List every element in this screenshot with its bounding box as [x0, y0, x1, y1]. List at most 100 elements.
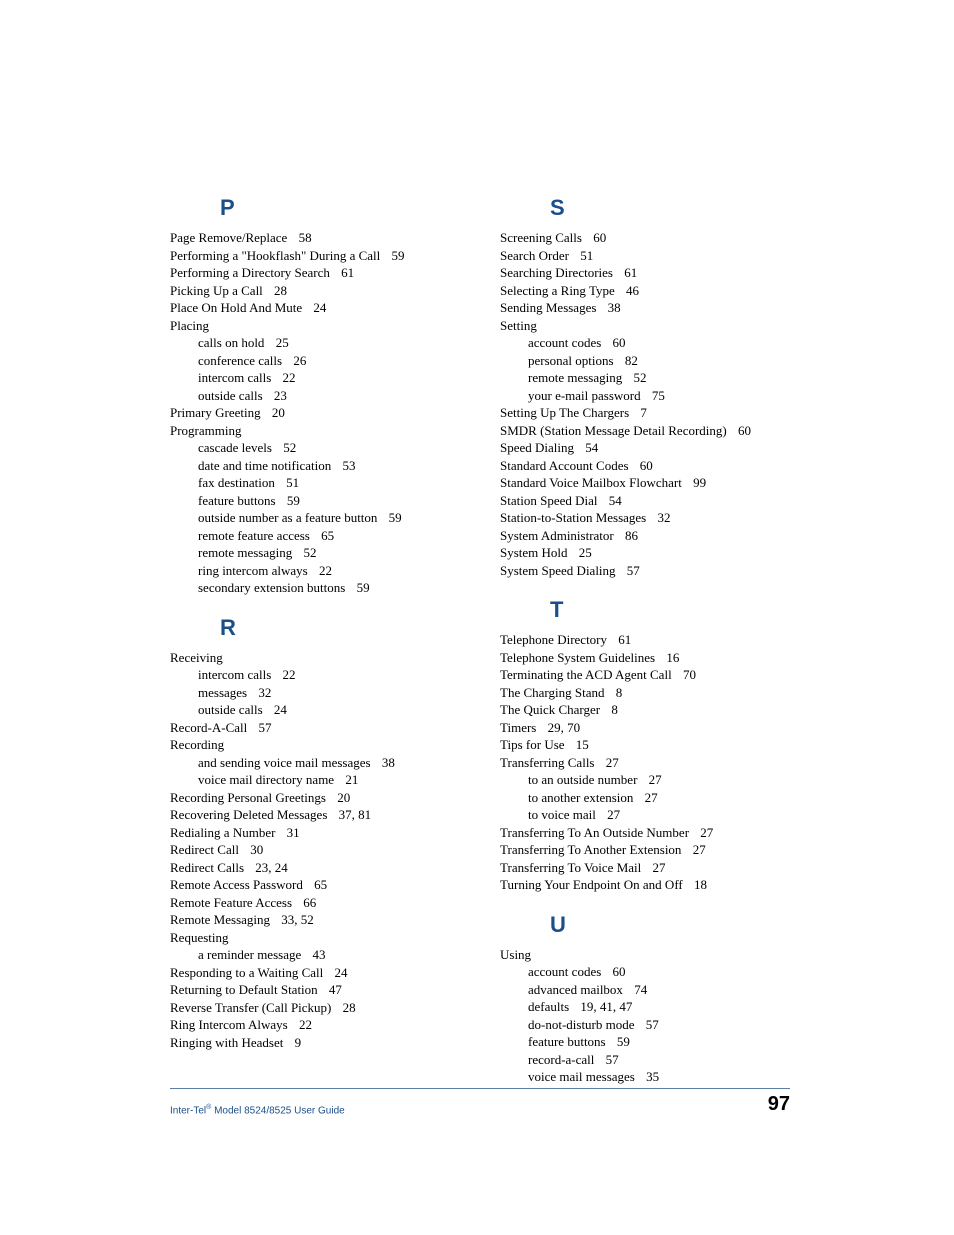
index-entry-text: remote messaging [198, 545, 292, 560]
index-entry-pages: 19, 41, 47 [569, 999, 632, 1014]
index-entry-pages: 61 [330, 265, 354, 280]
index-subentry: cascade levels 52 [170, 439, 460, 457]
index-entry-pages: 16 [655, 650, 679, 665]
index-entry-text: account codes [528, 964, 601, 979]
index-entry-text: Remote Feature Access [170, 895, 292, 910]
index-entry-pages: 20 [326, 790, 350, 805]
index-entry: Telephone System Guidelines 16 [500, 649, 790, 667]
index-entry-text: Redirect Call [170, 842, 239, 857]
index-entry-pages: 60 [601, 964, 625, 979]
index-entry: Place On Hold And Mute 24 [170, 299, 460, 317]
index-subentry: intercom calls 22 [170, 369, 460, 387]
index-entry-pages: 37, 81 [327, 807, 371, 822]
index-entry: Timers 29, 70 [500, 719, 790, 737]
index-entry-pages: 52 [622, 370, 646, 385]
index-entry-pages: 75 [641, 388, 665, 403]
index-entry-pages: 22 [271, 667, 295, 682]
index-entry-text: Transferring To An Outside Number [500, 825, 689, 840]
index-entry-pages: 46 [615, 283, 639, 298]
index-entry-pages: 27 [596, 807, 620, 822]
index-entry-pages: 27 [681, 842, 705, 857]
index-subentry: outside number as a feature button 59 [170, 509, 460, 527]
index-entry-pages: 57 [616, 563, 640, 578]
index-entry: Reverse Transfer (Call Pickup) 28 [170, 999, 460, 1017]
index-subentry: to an outside number 27 [500, 771, 790, 789]
index-entry-text: Remote Access Password [170, 877, 303, 892]
index-entry-pages: 18 [683, 877, 707, 892]
index-entry-pages: 52 [292, 545, 316, 560]
index-entry-text: remote messaging [528, 370, 622, 385]
index-entry: Transferring To An Outside Number 27 [500, 824, 790, 842]
index-entry-text: date and time notification [198, 458, 331, 473]
index-entry-text: cascade levels [198, 440, 272, 455]
index-subentry: to voice mail 27 [500, 806, 790, 824]
index-entry-pages: 60 [629, 458, 653, 473]
index-entry-text: feature buttons [528, 1034, 606, 1049]
index-entry-text: conference calls [198, 353, 282, 368]
index-entry-pages: 58 [287, 230, 311, 245]
index-entry-text: Screening Calls [500, 230, 582, 245]
index-entry-text: and sending voice mail messages [198, 755, 371, 770]
index-entry-pages: 26 [282, 353, 306, 368]
index-entry-pages: 59 [276, 493, 300, 508]
index-entry-pages: 33, 52 [270, 912, 314, 927]
index-subentry: advanced mailbox 74 [500, 981, 790, 999]
index-subentry: date and time notification 53 [170, 457, 460, 475]
index-entry: Sending Messages 38 [500, 299, 790, 317]
index-entry-pages: 27 [633, 790, 657, 805]
index-entry: Using [500, 946, 790, 964]
index-entry-text: personal options [528, 353, 614, 368]
index-entry: Responding to a Waiting Call 24 [170, 964, 460, 982]
index-subentry: remote messaging 52 [500, 369, 790, 387]
index-entry-text: Tips for Use [500, 737, 565, 752]
index-entry-pages: 59 [377, 510, 401, 525]
index-subentry: account codes 60 [500, 334, 790, 352]
index-entry-text: outside calls [198, 388, 263, 403]
index-entry-text: secondary extension buttons [198, 580, 345, 595]
index-entry-text: remote feature access [198, 528, 310, 543]
index-entry-text: voice mail directory name [198, 772, 334, 787]
index-letter-heading: T [550, 597, 790, 623]
index-subentry: remote messaging 52 [170, 544, 460, 562]
index-entry: The Quick Charger 8 [500, 701, 790, 719]
index-entry: Requesting [170, 929, 460, 947]
index-entry-text: outside calls [198, 702, 263, 717]
index-entry-text: Placing [170, 318, 209, 333]
index-entry-pages: 43 [301, 947, 325, 962]
index-entry-pages: 38 [596, 300, 620, 315]
index-subentry: voice mail directory name 21 [170, 771, 460, 789]
index-subentry: your e-mail password 75 [500, 387, 790, 405]
index-entry: Ring Intercom Always 22 [170, 1016, 460, 1034]
index-subentry: voice mail messages 35 [500, 1068, 790, 1086]
index-subentry: outside calls 23 [170, 387, 460, 405]
page-number: 97 [768, 1093, 790, 1116]
index-entry: Performing a "Hookflash" During a Call 5… [170, 247, 460, 265]
index-entry-text: Ring Intercom Always [170, 1017, 288, 1032]
index-entry-text: ring intercom always [198, 563, 308, 578]
index-entry-text: Searching Directories [500, 265, 613, 280]
index-entry: Returning to Default Station 47 [170, 981, 460, 999]
index-entry-pages: 28 [331, 1000, 355, 1015]
index-entry-text: Recovering Deleted Messages [170, 807, 327, 822]
index-letter-heading: P [220, 195, 460, 221]
index-letter-heading: R [220, 615, 460, 641]
index-entry-pages: 74 [623, 982, 647, 997]
index-subentry: a reminder message 43 [170, 946, 460, 964]
index-entry-pages: 86 [614, 528, 638, 543]
index-columns: PPage Remove/Replace 58Performing a "Hoo… [170, 195, 790, 1086]
index-entry-text: Speed Dialing [500, 440, 574, 455]
index-entry: Recovering Deleted Messages 37, 81 [170, 806, 460, 824]
index-entry: Selecting a Ring Type 46 [500, 282, 790, 300]
index-entry-pages: 51 [569, 248, 593, 263]
index-entry-text: Receiving [170, 650, 223, 665]
index-entry-pages: 99 [682, 475, 706, 490]
index-entry-text: Place On Hold And Mute [170, 300, 302, 315]
index-subentry: feature buttons 59 [170, 492, 460, 510]
index-entry-text: Picking Up a Call [170, 283, 263, 298]
index-entry-text: Standard Voice Mailbox Flowchart [500, 475, 682, 490]
index-entry-text: a reminder message [198, 947, 301, 962]
index-entry-pages: 22 [271, 370, 295, 385]
index-entry-pages: 25 [568, 545, 592, 560]
index-entry-text: Transferring To Another Extension [500, 842, 681, 857]
index-entry: Search Order 51 [500, 247, 790, 265]
